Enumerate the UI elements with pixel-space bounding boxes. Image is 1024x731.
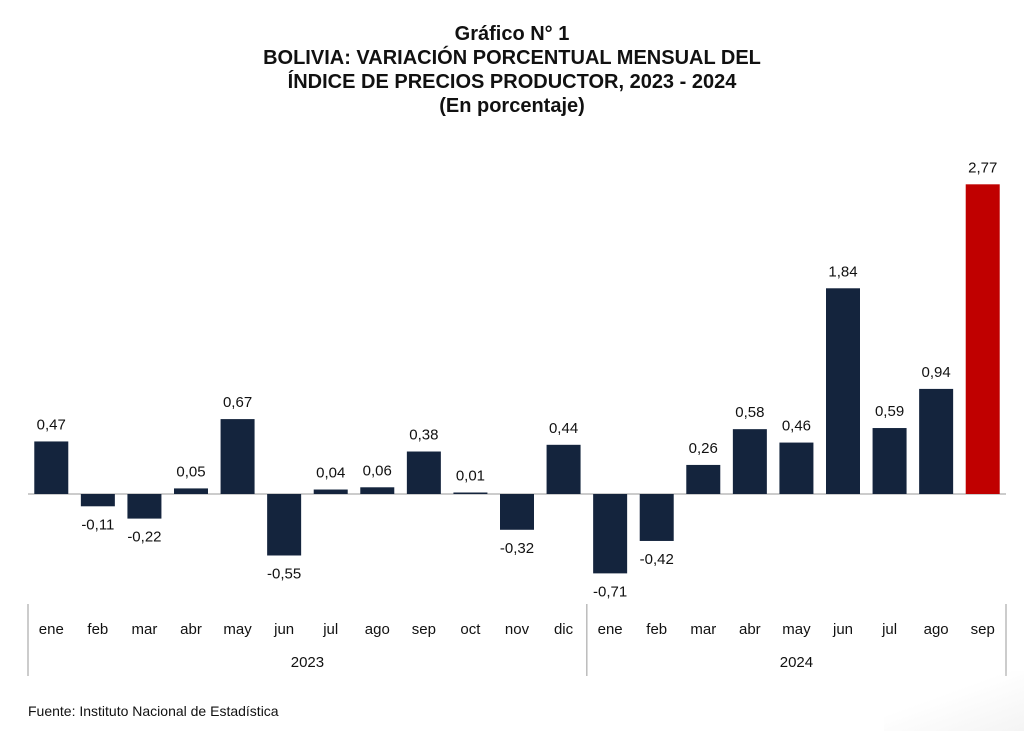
category-label: jul xyxy=(881,621,897,638)
bar xyxy=(872,428,907,494)
bar xyxy=(34,441,69,494)
data-label: 0,26 xyxy=(689,440,718,457)
category-label: nov xyxy=(505,621,530,638)
group-label: 2024 xyxy=(780,654,813,671)
bar xyxy=(686,464,721,494)
data-label: -0,22 xyxy=(127,529,161,546)
data-label: 0,94 xyxy=(922,364,951,381)
data-label: 0,06 xyxy=(363,462,392,479)
bar-chart: 2023 2024 0,47 ene -0,11 feb -0,22 mar 0,05 abr 0,… xyxy=(27,159,1007,676)
category-label: feb xyxy=(646,621,667,638)
data-label: -0,71 xyxy=(593,583,627,600)
category-label: feb xyxy=(87,621,108,638)
source-note: Fuente: Instituto Nacional de Estadístic… xyxy=(28,703,279,719)
bar xyxy=(313,489,348,494)
category-label: mar xyxy=(132,621,158,638)
data-label: 0,05 xyxy=(176,463,205,480)
bar xyxy=(593,494,628,574)
category-label: ago xyxy=(924,621,949,638)
chart-title-block: Gráfico N° 1 BOLIVIA: VARIACIÓN PORCENTU… xyxy=(0,22,1024,118)
category-label: dic xyxy=(554,621,574,638)
category-label: sep xyxy=(412,621,436,638)
category-label: oct xyxy=(460,621,481,638)
data-label: 0,01 xyxy=(456,468,485,485)
data-label: -0,11 xyxy=(81,516,114,533)
category-label: ago xyxy=(365,621,390,638)
category-label: sep xyxy=(971,621,995,638)
bar xyxy=(826,288,860,494)
category-label: jul xyxy=(322,621,338,638)
chart-subtitle: (En porcentaje) xyxy=(439,95,585,117)
group-label: 2023 xyxy=(291,654,324,671)
chart-title-line-2: ÍNDICE DE PRECIOS PRODUCTOR, 2023 - 2024 xyxy=(287,71,737,93)
data-label: 0,58 xyxy=(735,404,764,421)
category-label: may xyxy=(223,621,252,638)
bar xyxy=(127,494,162,519)
category-label: jun xyxy=(273,621,294,638)
category-label: ene xyxy=(39,621,64,638)
bar xyxy=(406,451,441,494)
bar xyxy=(965,184,1000,494)
data-label: 2,77 xyxy=(968,159,997,176)
bar xyxy=(639,494,674,541)
bar xyxy=(500,494,534,530)
corner-decoration xyxy=(884,671,1024,731)
bar xyxy=(267,494,302,556)
data-label: 0,47 xyxy=(37,416,66,433)
bar xyxy=(360,487,395,494)
category-label: abr xyxy=(180,621,202,638)
category-label: jun xyxy=(832,621,853,638)
data-label: 0,04 xyxy=(316,465,345,482)
chart-title-number: Gráfico N° 1 xyxy=(454,23,570,45)
data-label: -0,32 xyxy=(500,540,534,557)
bar xyxy=(174,488,208,494)
bar xyxy=(919,388,954,494)
data-label: -0,55 xyxy=(267,565,301,582)
data-label: 1,84 xyxy=(828,263,857,280)
bar xyxy=(732,429,767,494)
category-label: ene xyxy=(598,621,623,638)
data-label: 0,67 xyxy=(223,394,252,411)
category-label: abr xyxy=(739,621,761,638)
data-label: 0,46 xyxy=(782,418,811,435)
data-label: 0,38 xyxy=(409,427,438,444)
bar xyxy=(80,494,115,507)
category-label: may xyxy=(782,621,811,638)
data-label: 0,59 xyxy=(875,403,904,420)
bar xyxy=(546,444,581,494)
category-label: mar xyxy=(690,621,716,638)
bar xyxy=(453,492,488,494)
data-label: -0,42 xyxy=(640,551,674,568)
bar xyxy=(220,419,255,494)
bar xyxy=(779,442,814,494)
data-label: 0,44 xyxy=(549,420,578,437)
chart-title-line-1: BOLIVIA: VARIACIÓN PORCENTUAL MENSUAL DE… xyxy=(263,47,761,69)
